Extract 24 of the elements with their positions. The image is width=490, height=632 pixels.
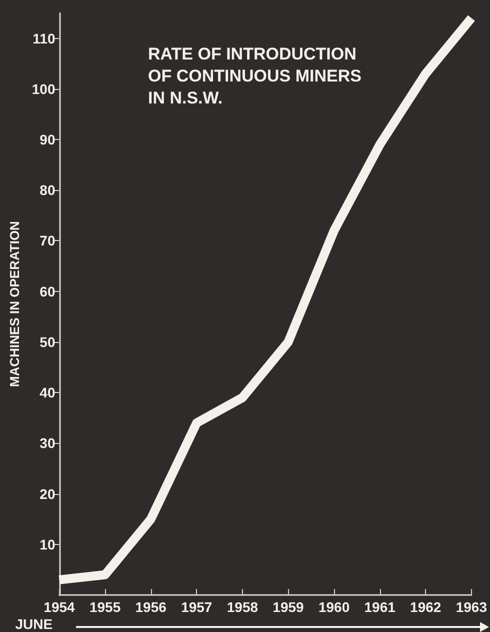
y-tick-label: 40 <box>40 384 56 401</box>
y-tick-label: 110 <box>32 30 56 46</box>
x-tick-label: 1954 <box>44 599 76 615</box>
x-tick-label: 1962 <box>410 599 442 615</box>
y-tick-label: 10 <box>40 536 56 552</box>
y-tick-label: 100 <box>32 80 56 97</box>
x-tick-label: 1958 <box>226 599 258 615</box>
y-tick-label: 60 <box>40 283 56 300</box>
x-tick-label: 1956 <box>135 599 167 615</box>
y-axis-title: MACHINES IN OPERATION <box>7 221 22 387</box>
y-tick-label: 30 <box>40 435 56 452</box>
y-tick-label: 70 <box>40 232 56 249</box>
x-tick-label: 1961 <box>364 599 396 615</box>
x-tick-label: 1959 <box>272 599 304 615</box>
x-tick-label: 1957 <box>181 599 212 615</box>
y-tick-label: 80 <box>40 182 56 198</box>
x-axis-title: JUNE <box>15 616 53 632</box>
x-tick-label: 1960 <box>318 599 350 615</box>
y-tick-label: 20 <box>40 486 56 502</box>
x-tick-label: 1963 <box>456 599 488 615</box>
y-tick-label: 50 <box>40 334 56 350</box>
x-tick-label: 1955 <box>89 599 121 615</box>
text: RATE OF INTRODUCTION OF CONTINUOUS MINERS IN N.S.W. <box>148 44 362 108</box>
y-tick-label: 90 <box>40 132 56 148</box>
